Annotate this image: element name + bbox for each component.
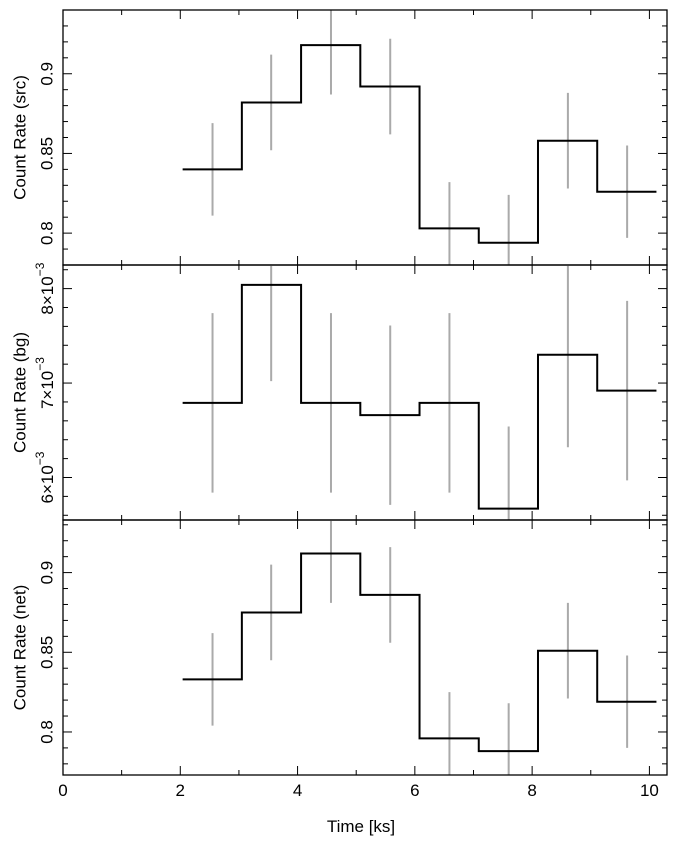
panel-src: 0.8 0.85 0.9 Count Rate (src) [11,9,668,266]
y-tick-label: 8×10−3 [33,262,57,314]
y-tick-label: 0.8 [38,720,57,744]
plot-area [182,265,657,520]
x-tick-label: 4 [293,781,302,800]
step-line [182,44,657,244]
x-tick-label: 0 [58,781,67,800]
plot-area [182,520,657,775]
y-tick-label: 6×10−3 [33,451,57,503]
panel-frame [62,519,668,776]
y-tick-label: 0.9 [38,62,57,86]
x-tick-label: 6 [410,781,419,800]
x-tick-label: 10 [640,781,659,800]
panel-frame [62,264,668,521]
y-tick-label: 7×10−3 [33,357,57,409]
y-tick-label: 0.85 [38,636,57,669]
y-axis-label: Count Rate (bg) [11,332,30,453]
y-tick-label: 0.85 [38,137,57,170]
panel-frame [62,9,668,266]
panel-net: 0.8 0.85 0.9 Count Rate (net) 0 2 4 6 8 10 [11,519,668,800]
y-tick-label: 0.8 [38,221,57,245]
x-axis-label: Time [ks] [327,817,395,836]
step-line [182,283,657,510]
y-axis-label: Count Rate (net) [11,585,30,711]
step-line [182,552,657,753]
plot-area [182,10,657,265]
x-tick-label: 8 [527,781,536,800]
y-axis-label: Count Rate (src) [11,75,30,200]
x-tick-label: 2 [176,781,185,800]
y-tick-label: 0.9 [38,561,57,585]
